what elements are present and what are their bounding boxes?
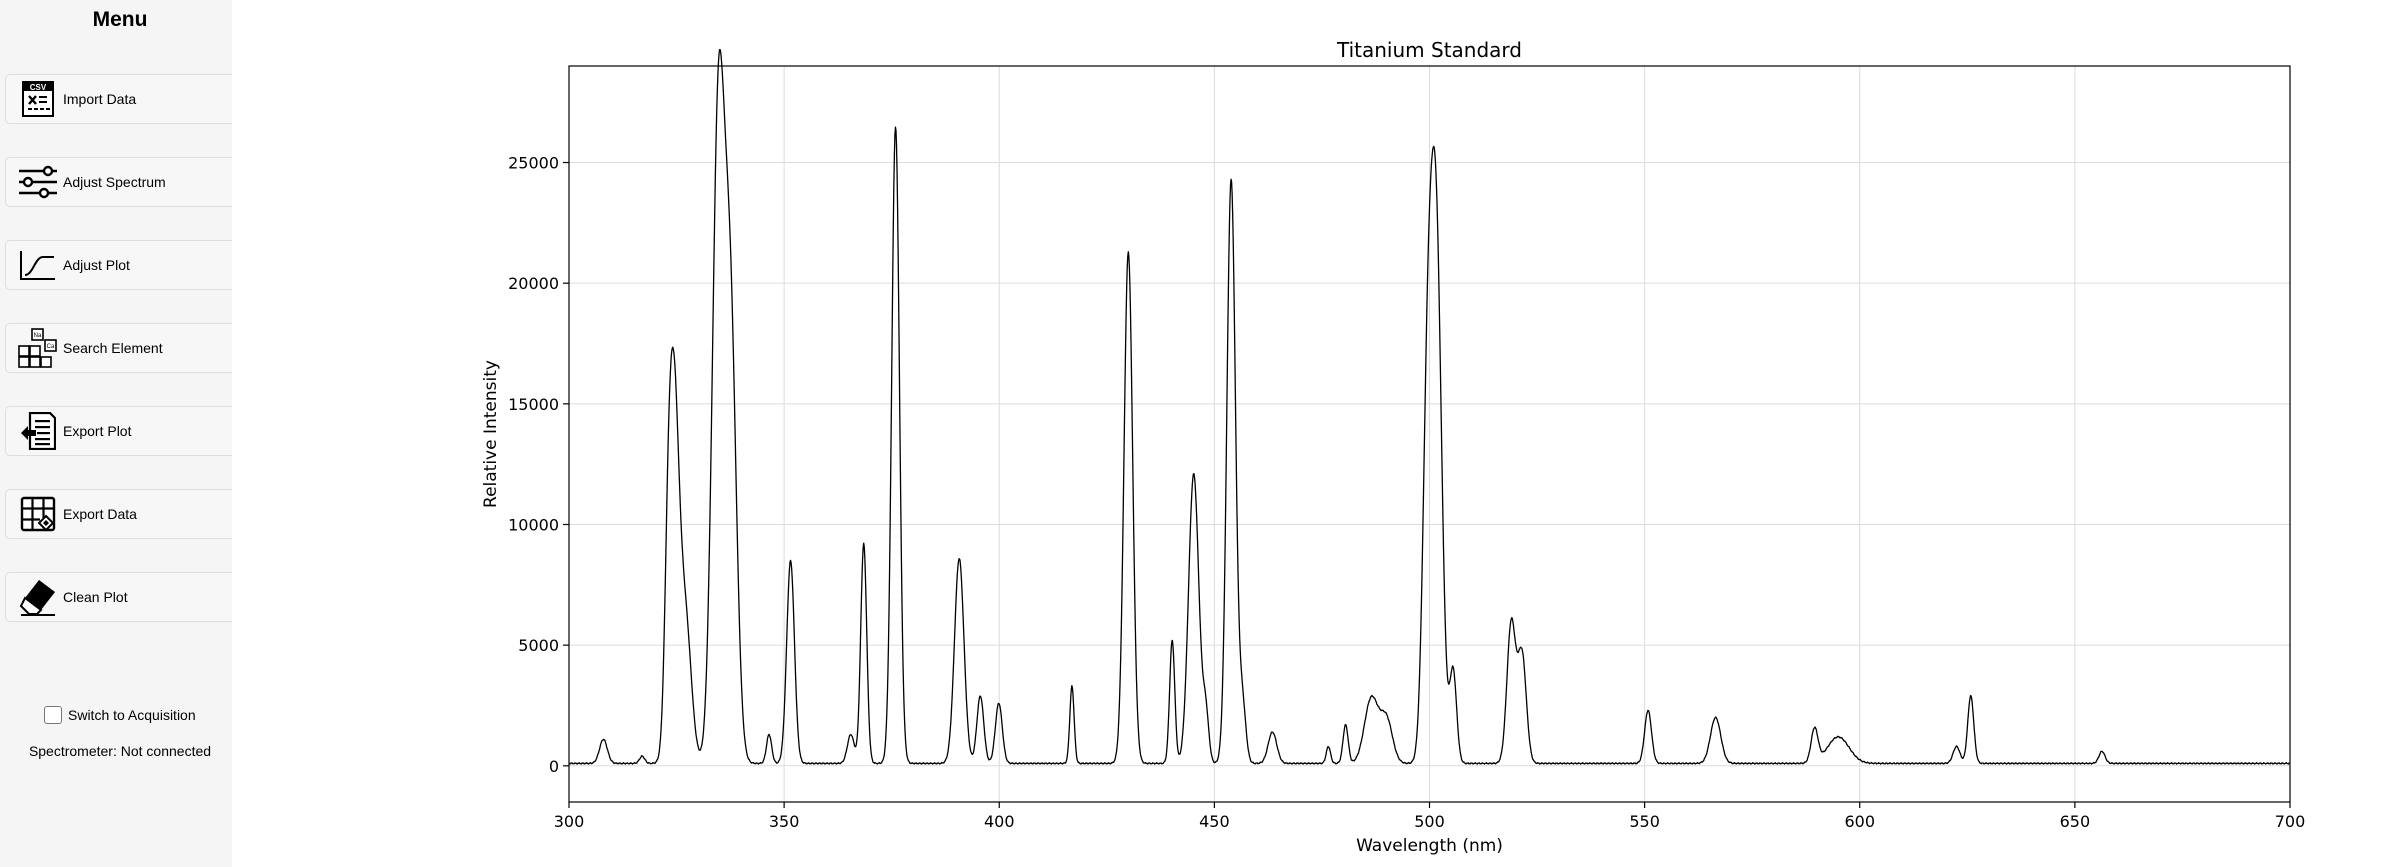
sidebar: Menu CSV Import Data: [0, 0, 232, 867]
x-tick-label: 650: [2060, 812, 2091, 831]
acquisition-checkbox[interactable]: [44, 706, 62, 724]
adjust-plot-button[interactable]: Adjust Plot: [5, 240, 232, 290]
x-tick-label: 450: [1199, 812, 1230, 831]
export-data-button[interactable]: Export Data: [5, 489, 232, 539]
curve-plot-icon: [18, 245, 58, 285]
clean-plot-button[interactable]: Clean Plot: [5, 572, 232, 622]
x-tick-label: 600: [1844, 812, 1875, 831]
acquisition-toggle[interactable]: Switch to Acquisition: [44, 704, 196, 726]
import-data-button[interactable]: CSV Import Data: [5, 74, 232, 124]
export-grid-icon: [18, 494, 58, 534]
import-data-label: Import Data: [63, 91, 137, 107]
x-tick-label: 700: [2275, 812, 2306, 831]
spectrum-line: [568, 48, 2291, 765]
x-tick-label: 350: [769, 812, 800, 831]
svg-text:Na: Na: [34, 333, 42, 339]
x-axis-label: Wavelength (nm): [1356, 836, 1503, 856]
export-plot-button[interactable]: Export Plot: [5, 406, 232, 456]
clean-plot-label: Clean Plot: [63, 589, 128, 605]
y-tick-label: 5000: [518, 636, 559, 655]
menu-title: Menu: [92, 8, 148, 31]
x-tick-label: 500: [1414, 812, 1445, 831]
spectrometer-status: Spectrometer: Not connected: [28, 743, 212, 759]
ticks-layer: 300 350 400 450 500 550 600 650 700 0 5000 10000 150…: [508, 154, 2305, 831]
adjust-plot-label: Adjust Plot: [63, 257, 130, 273]
search-element-label: Search Element: [63, 340, 163, 356]
search-element-button[interactable]: Na Ca Search Element: [5, 323, 232, 373]
svg-text:Ca: Ca: [47, 344, 55, 350]
sliders-icon: [18, 162, 58, 202]
y-tick-label: 25000: [508, 154, 559, 173]
eraser-icon: [18, 577, 58, 617]
x-tick-label: 300: [554, 812, 585, 831]
y-tick-label: 20000: [508, 274, 559, 293]
grid-layer: [568, 66, 2291, 802]
export-plot-label: Export Plot: [63, 423, 132, 439]
adjust-spectrum-button[interactable]: Adjust Spectrum: [5, 157, 232, 207]
chart-title: Titanium Standard: [1336, 38, 1522, 62]
periodic-elements-icon: Na Ca: [18, 328, 58, 368]
csv-file-icon: CSV: [18, 79, 58, 119]
export-document-icon: [18, 411, 58, 451]
y-tick-label: 10000: [508, 515, 559, 534]
export-data-label: Export Data: [63, 506, 137, 522]
svg-text:CSV: CSV: [30, 83, 47, 92]
y-tick-label: 0: [549, 757, 559, 776]
x-tick-label: 400: [984, 812, 1015, 831]
acquisition-label: Switch to Acquisition: [68, 707, 196, 723]
adjust-spectrum-label: Adjust Spectrum: [63, 174, 166, 190]
y-tick-label: 15000: [508, 395, 559, 414]
y-axis-label: Relative Intensity: [481, 360, 501, 508]
x-tick-label: 550: [1629, 812, 1660, 831]
